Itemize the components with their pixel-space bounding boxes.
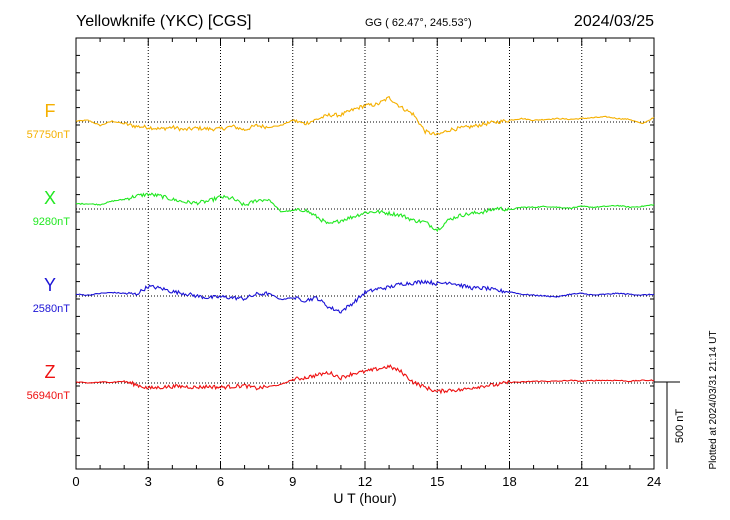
x-tick-label-6: 6 xyxy=(217,474,224,489)
x-tick-label-15: 15 xyxy=(430,474,444,489)
station-title: Yellowknife (YKC) [CGS] xyxy=(76,13,251,30)
plotted-timestamp: Plotted at 2024/03/31 21:14 UT xyxy=(708,331,719,470)
x-tick-label-18: 18 xyxy=(502,474,516,489)
series-lines xyxy=(75,95,655,395)
series-baseline-X: 9280nT xyxy=(33,216,71,228)
x-tick-label-0: 0 xyxy=(72,474,79,489)
series-line-X xyxy=(75,192,655,233)
x-tick-label-21: 21 xyxy=(575,474,589,489)
x-tick-label-9: 9 xyxy=(289,474,296,489)
x-axis-ticks: 0 3 6 9 12 15 18 21 24 xyxy=(72,474,661,489)
series-label-Z: Z xyxy=(45,362,56,382)
series-label-X: X xyxy=(44,188,56,208)
grid-lines xyxy=(147,38,583,469)
series-baseline-F: 57750nT xyxy=(27,129,71,141)
series-line-F xyxy=(75,95,655,136)
baselines xyxy=(76,121,654,384)
series-labels: F 57750nT X 9280nT Y 2580nT Z 56940nT xyxy=(27,101,71,402)
x-tick-label-24: 24 xyxy=(647,474,661,489)
x-axis-label: U T (hour) xyxy=(333,490,396,506)
scale-bar-label: 500 nT xyxy=(674,409,686,444)
series-line-Z xyxy=(75,364,655,395)
series-baseline-Z: 56940nT xyxy=(27,390,71,402)
series-label-Y: Y xyxy=(44,275,56,295)
series-line-Y xyxy=(75,279,655,314)
plot-date: 2024/03/25 xyxy=(574,13,654,30)
x-tick-label-12: 12 xyxy=(358,474,372,489)
series-label-F: F xyxy=(45,101,56,121)
series-baseline-Y: 2580nT xyxy=(33,303,71,315)
minor-ticks xyxy=(76,38,654,469)
station-coords: GG ( 62.47°, 245.53°) xyxy=(365,17,472,29)
x-tick-label-3: 3 xyxy=(145,474,152,489)
